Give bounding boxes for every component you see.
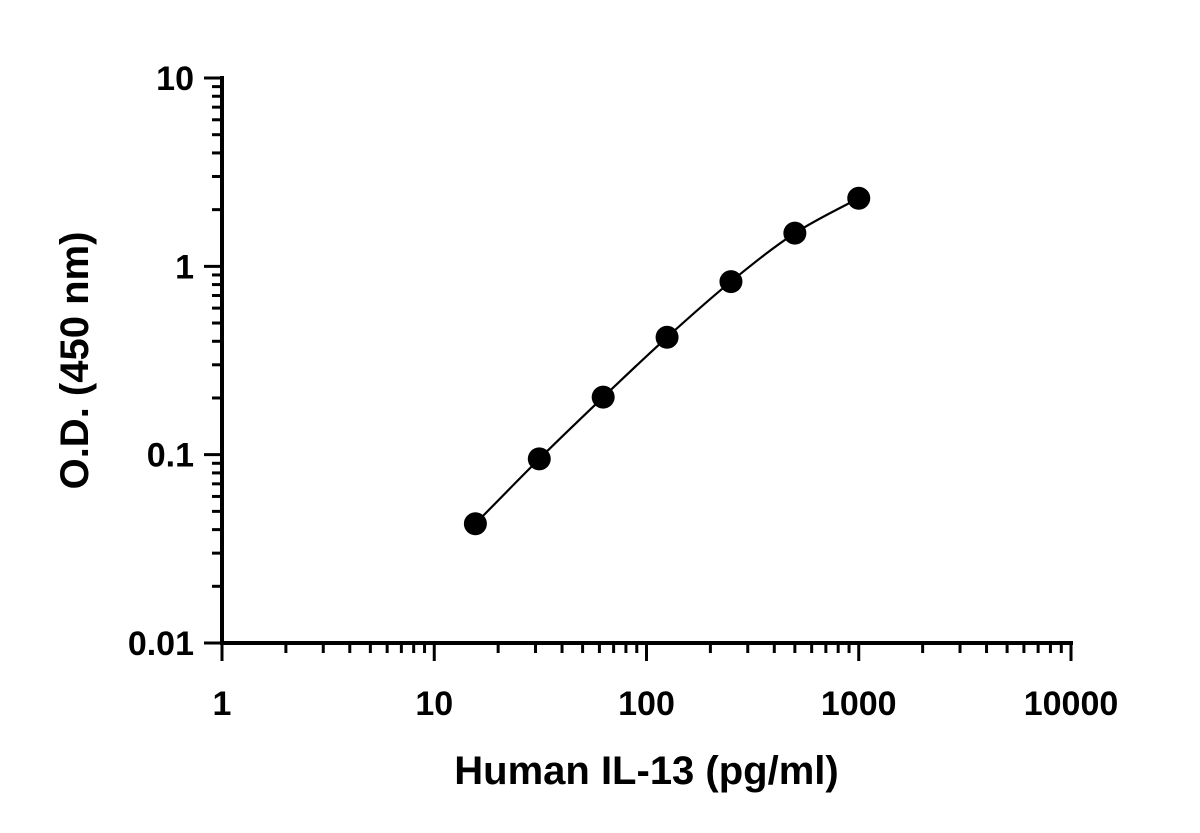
data-point [591,385,615,409]
data-point [783,221,807,245]
x-tick-label: 1000 [821,685,897,723]
data-point [463,512,487,536]
y-tick-label: 1 [175,248,194,286]
y-tick-label: 10 [156,60,194,98]
x-axis-label: Human IL-13 (pg/ml) [454,749,838,793]
x-tick-label: 1 [213,685,232,723]
x-tick-labels: 1 10 100 1000 10000 [213,685,1119,723]
data-point [527,447,551,471]
x-tick-label: 10000 [1024,685,1119,723]
data-point [719,270,743,294]
axis-ticks [204,76,1073,661]
data-points [463,186,871,536]
y-tick-label: 0.01 [128,625,194,663]
x-tick-label: 10 [415,685,453,723]
fit-curve [474,197,860,525]
y-axis-label: O.D. (450 nm) [53,232,97,490]
y-tick-labels: 0.01 0.1 1 10 [128,60,194,663]
x-tick-label: 100 [618,685,675,723]
data-point [655,325,679,349]
y-tick-label: 0.1 [147,437,194,475]
data-point [847,186,871,210]
